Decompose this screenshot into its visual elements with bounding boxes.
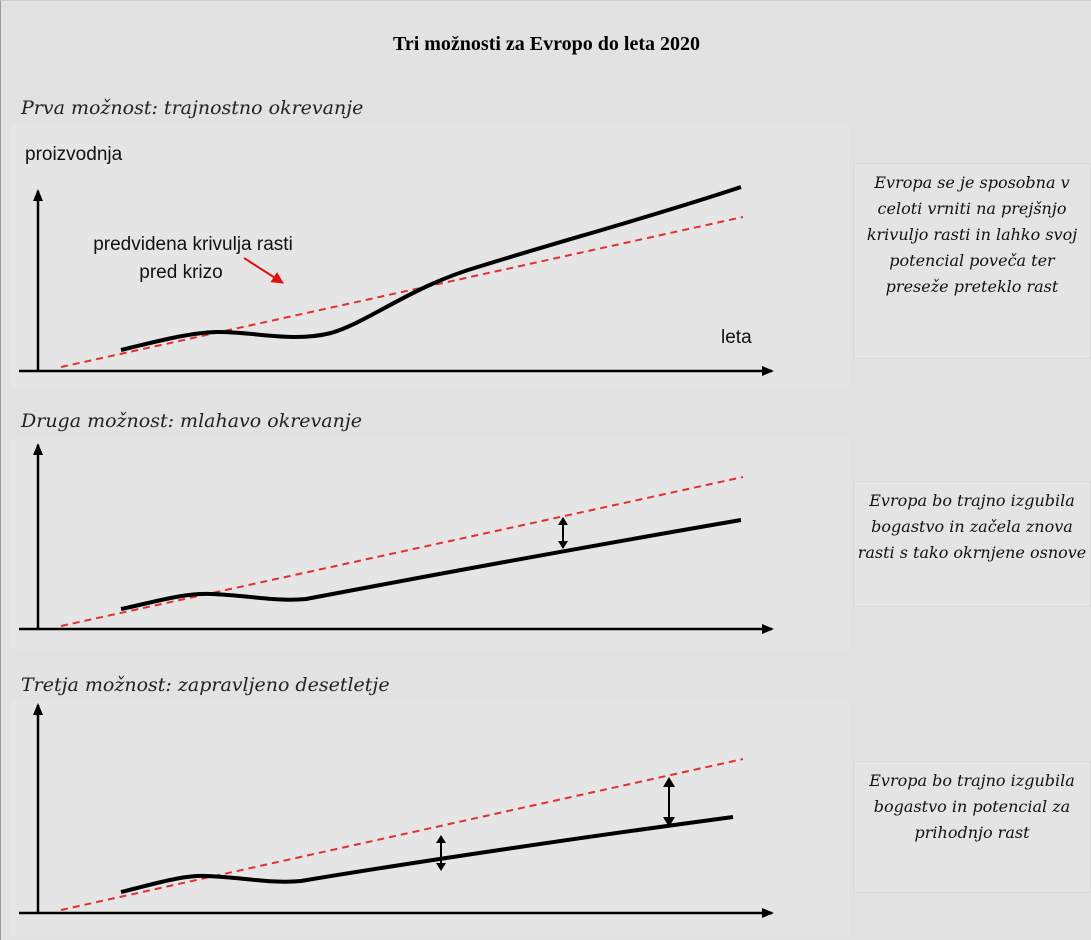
figure-title: Tri možnosti za Evropo do leta 2020 [392,33,701,55]
panel-2-title: Druga možnost: mlahavo okrevanje [21,410,362,432]
x-axis-label: leta [721,327,752,348]
pre-crisis-trend-line [60,758,744,911]
pre-crisis-trend-line [60,476,744,627]
panel-2-description: Evropa bo trajno izgubila bogastvo in za… [853,481,1091,607]
trend-annotation-line-2: pred krizo [139,262,222,283]
trend-annotation-line-1: predvidena krivulja rasti [93,234,293,255]
panel-3-title: Tretja možnost: zapravljeno desetletje [21,674,390,696]
panel-3-description: Evropa bo trajno izgubila bogastvo in po… [853,761,1091,893]
panel-3-chart [19,703,774,918]
panel-1-chart: proizvodnja leta predvidena krivulja ras… [19,144,774,376]
panel-2-chart [19,443,774,634]
output-curve [120,185,742,352]
panel-1-description: Evropa se je sposobna v celoti vrniti na… [853,163,1091,359]
red-pointer-arrow-icon [243,257,284,284]
output-curve [120,815,734,894]
y-axis-label: proizvodnja [25,144,123,165]
pre-crisis-trend-line [60,216,744,368]
output-curve [120,518,742,611]
double-headed-arrow-heads [558,517,568,549]
double-headed-arrow-heads [663,777,675,827]
panel-1-title: Prva možnost: trajnostno okrevanje [21,97,364,119]
panel-2-background [11,439,849,649]
double-headed-arrow-heads [436,835,446,871]
